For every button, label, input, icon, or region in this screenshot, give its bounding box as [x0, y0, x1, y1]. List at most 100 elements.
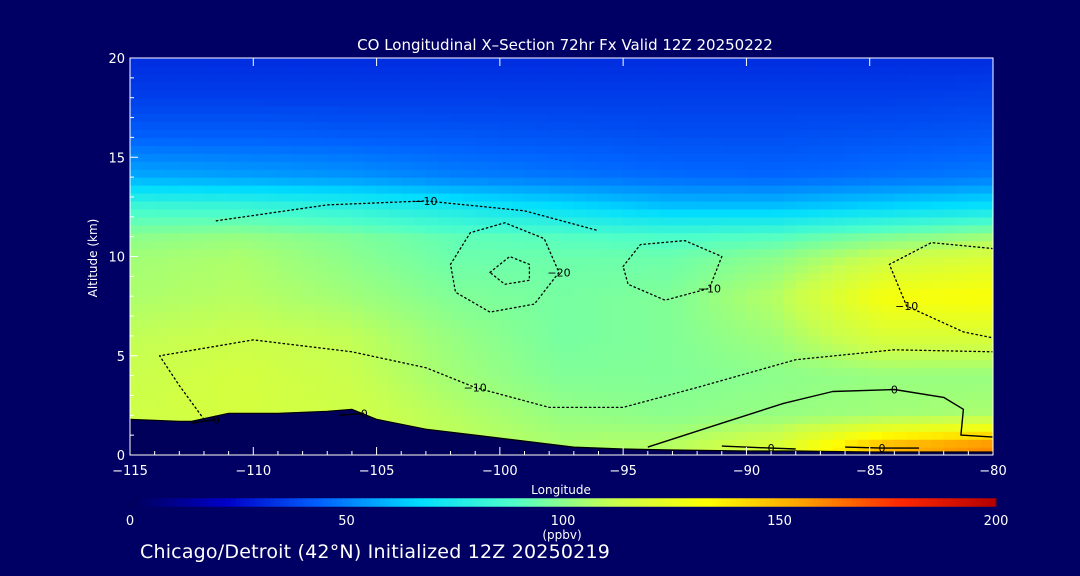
field-cell	[635, 312, 649, 321]
field-cell	[179, 272, 193, 281]
field-cell	[684, 232, 698, 242]
field-cell	[388, 97, 402, 107]
field-cell	[327, 113, 341, 123]
field-cell	[302, 169, 316, 178]
field-cell	[364, 58, 378, 67]
field-cell	[561, 185, 575, 194]
field-cell	[721, 383, 735, 393]
field-cell	[351, 304, 365, 313]
field-cell	[882, 216, 895, 226]
colorbar-cell	[793, 498, 800, 507]
field-cell	[573, 280, 587, 289]
field-cell	[598, 431, 612, 440]
field-cell	[943, 383, 957, 393]
field-cell	[413, 97, 427, 107]
field-cell	[882, 248, 895, 258]
field-cell	[450, 240, 464, 250]
field-cell	[746, 232, 760, 242]
field-cell	[339, 280, 353, 289]
field-cell	[721, 65, 735, 75]
field-cell	[203, 185, 217, 194]
field-cell	[462, 81, 476, 91]
field-cell	[166, 399, 180, 408]
field-cell	[845, 335, 858, 345]
field-cell	[462, 137, 476, 146]
field-cell	[302, 192, 316, 202]
field-cell	[401, 153, 415, 162]
colorbar-cell	[428, 498, 434, 507]
field-cell	[832, 288, 846, 297]
field-cell	[401, 81, 415, 91]
field-cell	[314, 153, 328, 162]
field-cell	[845, 431, 858, 440]
field-cell	[265, 304, 279, 313]
field-cell	[253, 105, 267, 115]
field-cell	[253, 97, 267, 107]
field-cell	[635, 399, 649, 408]
field-cell	[647, 169, 661, 178]
field-cell	[487, 296, 501, 305]
field-cell	[524, 200, 538, 210]
field-cell	[524, 367, 538, 377]
field-cell	[401, 383, 415, 393]
colorbar-cell	[981, 498, 987, 507]
field-cell	[919, 105, 932, 115]
field-cell	[314, 89, 328, 99]
field-cell	[179, 240, 193, 250]
field-cell	[425, 264, 439, 273]
field-cell	[820, 256, 834, 266]
field-cell	[327, 335, 341, 345]
field-cell	[808, 288, 821, 297]
colorbar-cell	[861, 498, 867, 507]
field-cell	[647, 264, 661, 273]
field-cell	[166, 232, 180, 242]
field-cell	[968, 415, 982, 424]
field-cell	[832, 280, 846, 289]
field-cell	[845, 232, 858, 242]
field-cell	[697, 367, 711, 377]
colorbar-cell	[423, 498, 429, 507]
field-cell	[302, 97, 316, 107]
field-cell	[635, 375, 649, 385]
field-cell	[709, 407, 723, 416]
field-cell	[314, 367, 328, 377]
field-cell	[536, 81, 550, 91]
field-cell	[413, 121, 427, 131]
field-cell	[130, 73, 143, 83]
field-cell	[512, 65, 526, 75]
field-cell	[684, 216, 698, 226]
field-cell	[561, 65, 575, 75]
field-cell	[697, 415, 711, 424]
field-cell	[512, 327, 526, 337]
field-cell	[980, 304, 993, 313]
field-cell	[758, 423, 772, 432]
field-cell	[265, 105, 279, 115]
field-cell	[857, 296, 871, 305]
field-cell	[795, 407, 809, 416]
field-cell	[536, 431, 550, 440]
field-cell	[697, 248, 711, 258]
field-cell	[721, 153, 735, 162]
field-cell	[240, 288, 254, 297]
field-cell	[549, 58, 563, 67]
field-cell	[573, 288, 587, 297]
field-cell	[512, 272, 526, 281]
field-cell	[388, 351, 402, 361]
field-cell	[610, 296, 624, 305]
field-cell	[598, 423, 612, 432]
field-cell	[536, 232, 550, 242]
field-cell	[536, 129, 550, 138]
field-cell	[956, 81, 969, 91]
field-cell	[438, 367, 452, 377]
field-cell	[438, 240, 452, 250]
field-cell	[894, 216, 908, 226]
field-cell	[425, 320, 439, 329]
field-cell	[462, 65, 476, 75]
field-cell	[919, 304, 932, 313]
field-cell	[623, 375, 637, 385]
field-cell	[820, 121, 834, 131]
field-cell	[475, 296, 489, 305]
field-cell	[462, 216, 476, 226]
field-cell	[734, 367, 748, 377]
field-cell	[154, 58, 168, 67]
